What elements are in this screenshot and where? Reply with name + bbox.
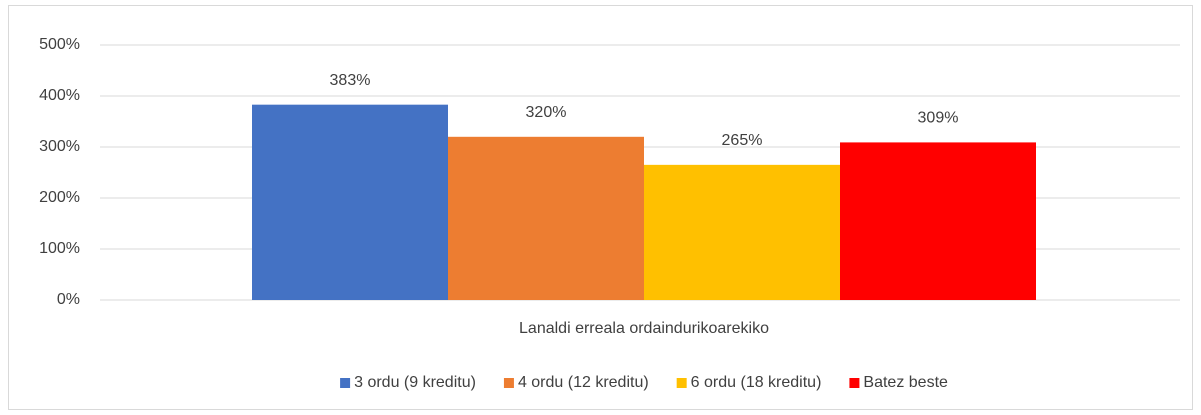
legend-swatch bbox=[503, 378, 514, 388]
y-tick-label: 400% bbox=[39, 87, 80, 104]
legend-swatch bbox=[340, 378, 351, 388]
bar bbox=[644, 164, 840, 300]
x-tick-label: Lanaldi erreala ordaindurikoarekiko bbox=[519, 320, 769, 337]
y-tick-label: 200% bbox=[39, 189, 80, 206]
legend-swatch bbox=[849, 378, 860, 388]
y-tick-label: 0% bbox=[57, 291, 80, 308]
bar bbox=[252, 104, 448, 300]
legend-label: 3 ordu (9 kreditu) bbox=[354, 374, 476, 391]
legend-label: 4 ordu (12 kreditu) bbox=[518, 374, 649, 391]
y-tick-label: 300% bbox=[39, 138, 80, 155]
data-label: 383% bbox=[330, 72, 371, 89]
data-label: 309% bbox=[918, 110, 959, 127]
bar bbox=[840, 142, 1036, 300]
data-label: 265% bbox=[722, 132, 763, 149]
bar bbox=[448, 136, 644, 300]
y-tick-label: 500% bbox=[39, 36, 80, 53]
y-tick-label: 100% bbox=[39, 240, 80, 257]
legend-label: Batez beste bbox=[863, 374, 948, 391]
legend-label: 6 ordu (18 kreditu) bbox=[691, 374, 822, 391]
data-label: 320% bbox=[526, 104, 567, 121]
legend-swatch bbox=[676, 378, 687, 388]
